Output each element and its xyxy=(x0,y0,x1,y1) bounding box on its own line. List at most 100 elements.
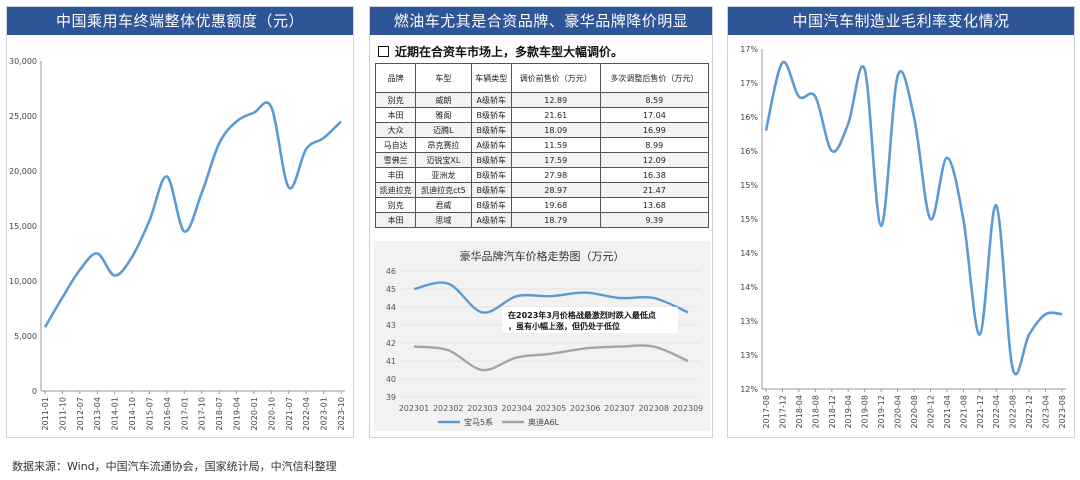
table-header-cell: 车型 xyxy=(415,63,472,93)
table-row: 大众 迈腾L B级轿车 18.09 16.99 xyxy=(374,122,710,138)
price-cut-title: 燃油车尤其是合资品牌、豪华品牌降价明显 xyxy=(370,7,712,35)
table-cell: 18.09 xyxy=(510,122,601,138)
x-tick-label: 2019-12 xyxy=(877,395,886,428)
x-tick-label: 2017-08 xyxy=(762,395,771,428)
table-cell: A级轿车 xyxy=(470,92,512,108)
y-tick-label: 13% xyxy=(740,317,758,326)
price-cut-subheading: 近期在合资车市场上，多款车型大幅调价。 xyxy=(378,43,623,60)
table-row: 丰田 亚洲龙 B级轿车 27.98 16.38 xyxy=(374,167,710,183)
x-tick-label: 2012-07 xyxy=(76,397,85,430)
y-tick-label: 43 xyxy=(386,321,396,330)
table-cell: 迈锐宝XL xyxy=(415,152,472,168)
y-tick-label: 15,000 xyxy=(9,222,37,231)
x-tick-label: 2018-04 xyxy=(795,395,804,428)
table-row: 别克 君威 B级轿车 19.68 13.68 xyxy=(374,197,710,213)
table-cell: 17.04 xyxy=(599,107,710,123)
x-tick-label: 202302 xyxy=(433,404,464,413)
table-cell: 别克 xyxy=(374,92,417,108)
x-tick-label: 2021-08 xyxy=(959,395,968,428)
table-cell: 19.68 xyxy=(510,197,601,213)
x-tick-label: 202304 xyxy=(501,404,532,413)
table-cell: A级轿车 xyxy=(470,212,512,228)
x-tick-label: 2022-04 xyxy=(992,395,1001,428)
x-tick-label: 2023-10 xyxy=(337,397,346,430)
y-tick-label: 10,000 xyxy=(9,277,37,286)
luxury-price-chart-area: 豪华品牌汽车价格走势图（万元） 39 40 41 42 43 44 45 46 202301 202… xyxy=(374,241,710,431)
table-cell: B级轿车 xyxy=(470,167,512,183)
table-cell: 21.47 xyxy=(599,182,710,198)
table-cell: 别克 xyxy=(374,197,417,213)
table-row: 雪佛兰 迈锐宝XL B级轿车 17.59 12.09 xyxy=(374,152,710,168)
y-tick-label: 39 xyxy=(386,393,396,402)
discount-line-chart: 0 5,000 10,000 15,000 20,000 25,000 30,000 2011… xyxy=(9,57,346,430)
y-tick-label: 46 xyxy=(386,267,396,276)
table-header-cell: 车辆类型 xyxy=(470,63,512,93)
table-cell: 雅阁 xyxy=(415,107,472,123)
margin-series-line xyxy=(764,60,1063,376)
luxury-chart-title: 豪华品牌汽车价格走势图（万元） xyxy=(460,249,625,263)
series-line-2 xyxy=(413,344,689,372)
table-cell: 昂克赛拉 xyxy=(415,137,472,153)
x-tick-label: 2015-07 xyxy=(145,397,154,430)
x-tick-label: 2019-04 xyxy=(233,397,242,430)
x-tick-label: 2022-08 xyxy=(1009,395,1018,428)
table-header-cell: 调价前售价（万元） xyxy=(510,63,601,93)
x-tick-label: 202306 xyxy=(570,404,601,413)
table-cell: 11.59 xyxy=(510,137,601,153)
x-tick-label: 202308 xyxy=(638,404,669,413)
x-tick-label: 202303 xyxy=(467,404,498,413)
table-row: 本田 雅阁 B级轿车 21.61 17.04 xyxy=(374,107,710,123)
x-tick-label: 2021-12 xyxy=(976,395,985,428)
table-cell: 大众 xyxy=(374,122,417,138)
discount-series-line xyxy=(43,101,342,328)
y-tick-label: 15% xyxy=(740,181,758,190)
y-tick-label: 17% xyxy=(740,45,758,54)
table-cell: 28.97 xyxy=(510,182,601,198)
table-cell: 本田 xyxy=(374,107,417,123)
x-tick-label: 202301 xyxy=(399,404,430,413)
x-tick-label: 202309 xyxy=(673,404,704,413)
annotation-line-1: 在2023年3月价格战最激烈时跌入最低点 xyxy=(508,310,656,320)
y-tick-label: 17% xyxy=(740,79,758,88)
gross-margin-line-chart: 12% 13% 13% 14% 14% 15% 15% 16% 16% 17% 17% 2017-08… xyxy=(740,45,1067,428)
table-cell: 威朗 xyxy=(415,92,472,108)
x-tick-label: 2019-08 xyxy=(861,395,870,428)
price-table: 品牌 车型 车辆类型 调价前售价（万元） 多次调整后售价（万元） 别克 威朗 A级轿车 12.… xyxy=(374,63,710,228)
legend-label: 宝马5系 xyxy=(464,417,493,427)
table-cell: 9.39 xyxy=(599,212,710,228)
x-tick-label: 2018-07 xyxy=(215,397,224,430)
y-tick-label: 16% xyxy=(740,113,758,122)
x-tick-label: 202307 xyxy=(604,404,635,413)
table-cell: B级轿车 xyxy=(470,122,512,138)
x-tick-label: 2023-01 xyxy=(320,397,329,430)
x-tick-label: 2023-04 xyxy=(1042,395,1051,428)
x-tick-label: 2020-08 xyxy=(910,395,919,428)
price-table-header: 品牌 车型 车辆类型 调价前售价（万元） 多次调整后售价（万元） xyxy=(374,63,710,93)
price-table-body: 别克 威朗 A级轿车 12.89 8.59 本田 雅阁 B级轿车 21.61 17.04 大众 迈腾L… xyxy=(374,92,710,228)
table-cell: 12.89 xyxy=(510,92,601,108)
table-row: 本田 思域 A级轿车 18.79 9.39 xyxy=(374,212,710,228)
table-cell: 迈腾L xyxy=(415,122,472,138)
table-cell: 马自达 xyxy=(374,137,417,153)
y-tick-label: 20,000 xyxy=(9,167,37,176)
y-tick-label: 5,000 xyxy=(14,332,37,341)
y-tick-label: 15% xyxy=(740,215,758,224)
y-tick-label: 30,000 xyxy=(9,57,37,66)
y-tick-label: 44 xyxy=(386,303,396,312)
subheading-text: 近期在合资车市场上，多款车型大幅调价。 xyxy=(395,45,624,59)
table-cell: 8.99 xyxy=(599,137,710,153)
table-row: 凯迪拉克 凯迪拉克ct5 B级轿车 28.97 21.47 xyxy=(374,182,710,198)
table-cell: 凯迪拉克ct5 xyxy=(415,182,472,198)
y-tick-label: 42 xyxy=(386,339,396,348)
y-tick-label: 40 xyxy=(386,375,396,384)
x-tick-label: 2020-01 xyxy=(250,397,259,430)
annotation-box xyxy=(502,307,678,333)
checkbox-square-icon xyxy=(378,46,389,57)
y-tick-label: 16% xyxy=(740,147,758,156)
table-cell: 21.61 xyxy=(510,107,601,123)
table-cell: 17.59 xyxy=(510,152,601,168)
x-tick-label: 2017-01 xyxy=(180,397,189,430)
table-cell: B级轿车 xyxy=(470,182,512,198)
y-tick-label: 14% xyxy=(740,283,758,292)
